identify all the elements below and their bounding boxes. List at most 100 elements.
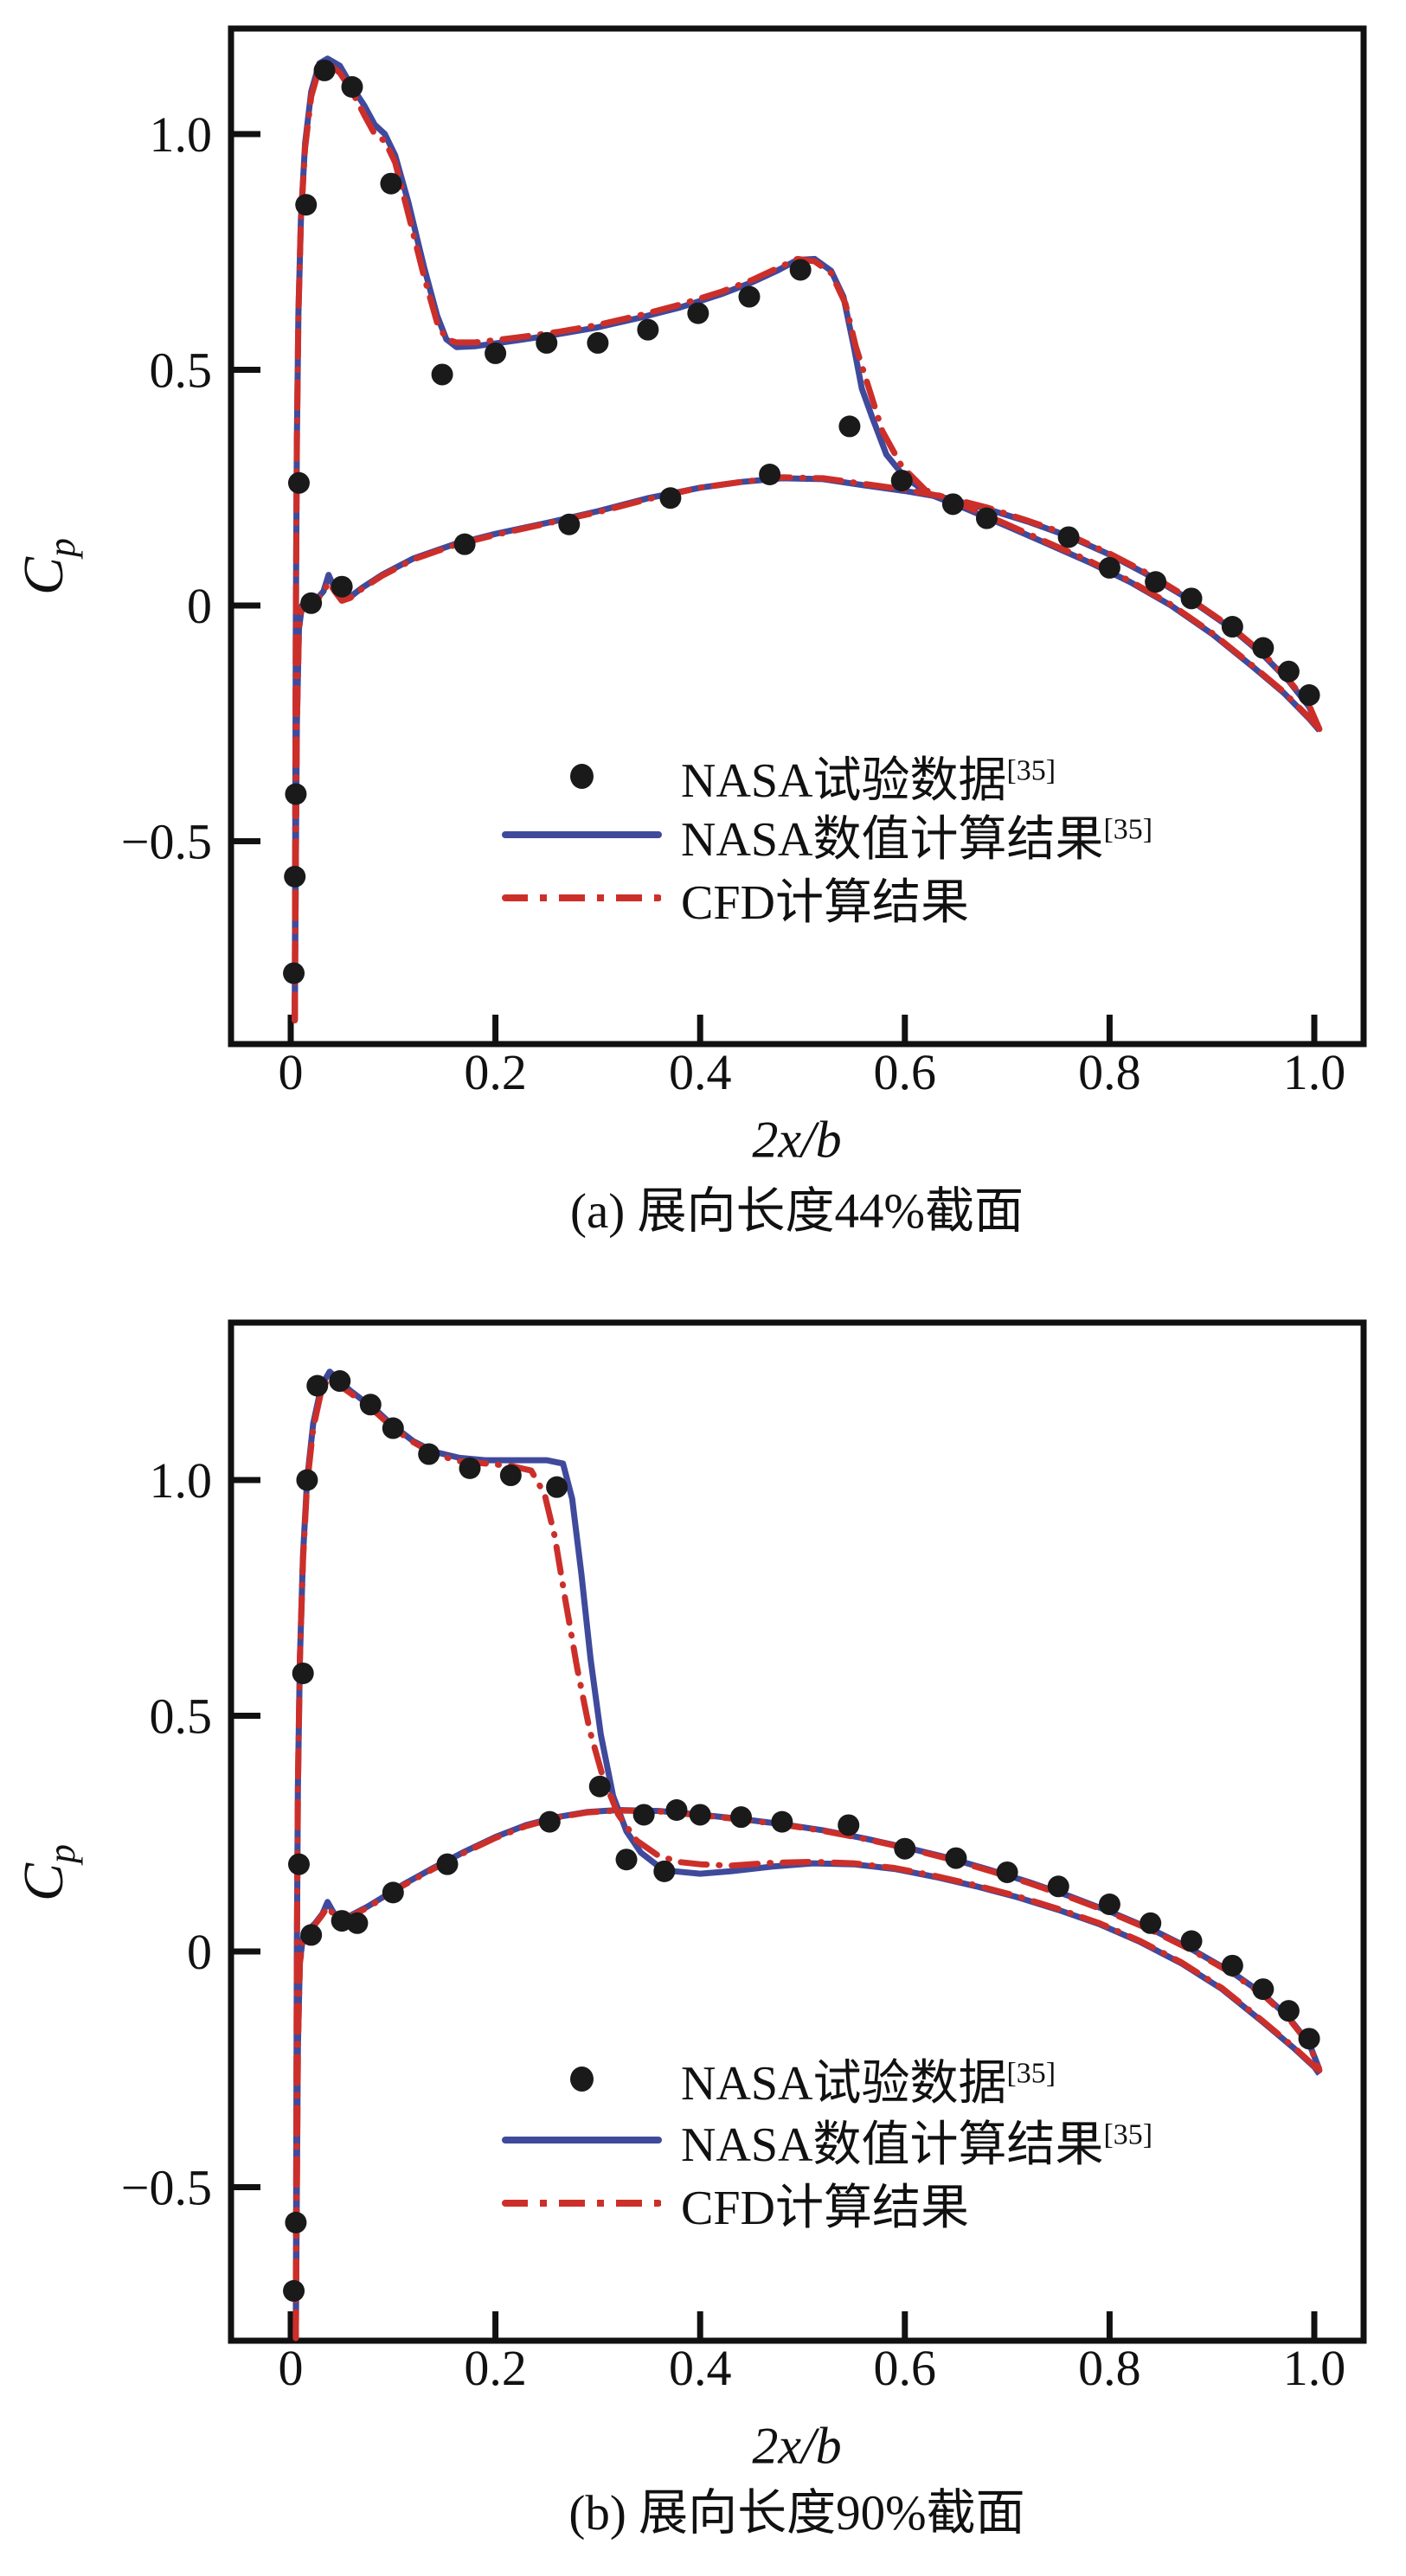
data-point-a [331, 575, 353, 598]
data-point-b [996, 1861, 1018, 1883]
cfd-dashdot-line-marker [502, 868, 662, 928]
data-point-a [838, 415, 861, 438]
data-point-b [588, 1775, 611, 1797]
data-point-b [292, 1662, 314, 1684]
plot-box-b [228, 1319, 1367, 2344]
x-tick-label-a: 0.2 [464, 1044, 527, 1100]
y-axis-label-a-main: C [11, 556, 75, 596]
data-point-a [687, 302, 709, 324]
cfd-dashdot-line-marker [502, 2173, 662, 2233]
data-point-b [615, 1849, 638, 1871]
data-point-a [283, 962, 305, 984]
data-point-b [300, 1924, 323, 1946]
data-point-a [1221, 616, 1243, 638]
data-point-b [382, 1417, 404, 1439]
data-point-b [287, 1853, 310, 1875]
y-tick-label-b: 0 [187, 1924, 212, 1980]
data-point-a [536, 331, 558, 354]
data-point-b [1140, 1912, 1162, 1934]
data-point-b [838, 1814, 860, 1836]
x-tick-label-a: 0.8 [1078, 1044, 1141, 1100]
experiment-dot-marker [502, 746, 662, 806]
legend-b-label-experiment: NASA试验数据[35] [681, 2056, 1056, 2111]
x-tick-label-b: 1.0 [1283, 2340, 1346, 2396]
legend-a-item-cfd-line: CFD计算结果 [502, 868, 969, 930]
cfd-curve-lower-b [292, 1807, 1323, 2342]
y-tick-label-a: −0.5 [121, 814, 212, 870]
legend-a-label-cfd-line: CFD计算结果 [681, 875, 969, 930]
data-point-a [1180, 587, 1203, 610]
legend-a-item-nasa-line: NASA数值计算结果[35] [502, 804, 1152, 867]
data-point-b [285, 2211, 307, 2233]
data-point-a [587, 331, 609, 354]
data-point-b [632, 1804, 655, 1826]
data-point-a [287, 471, 310, 494]
legend-a-label-nasa-line: NASA数值计算结果[35] [681, 812, 1153, 867]
x-axis-label-b: 2x/b [752, 2417, 842, 2475]
data-point-b [499, 1464, 522, 1487]
data-point-b [1180, 1930, 1203, 1952]
data-point-b [945, 1847, 967, 1869]
data-point-a [558, 513, 581, 535]
data-point-a [313, 59, 336, 81]
data-point-a [759, 463, 781, 485]
data-point-b [689, 1804, 711, 1826]
data-point-b [538, 1810, 561, 1833]
data-point-a [637, 318, 659, 341]
data-point-b [894, 1837, 916, 1860]
data-point-a [1057, 526, 1080, 548]
x-tick-label-b: 0.6 [874, 2340, 937, 2396]
data-point-a [975, 507, 998, 529]
data-point-b [1047, 1875, 1069, 1898]
data-point-b [653, 1860, 676, 1882]
caption-b: (b) 展向长度90%截面 [568, 2486, 1025, 2541]
x-tick-label-b: 0 [279, 2340, 304, 2396]
data-point-a [941, 493, 964, 516]
data-point-b [296, 1469, 318, 1491]
data-point-b [306, 1375, 329, 1397]
x-tick-label-b: 0.2 [464, 2340, 527, 2396]
data-point-a [341, 76, 363, 98]
x-tick-label-b: 0.4 [669, 2340, 732, 2396]
data-point-a [1252, 637, 1274, 659]
data-point-b [283, 2279, 305, 2302]
y-axis-label-a: Cp [11, 538, 84, 595]
y-tick-label-b: 1.0 [150, 1452, 213, 1509]
x-tick-label-a: 0.6 [874, 1044, 937, 1100]
legend-a-item-experiment: NASA试验数据[35] [502, 746, 1056, 808]
y-axis-label-b-main: C [11, 1862, 75, 1902]
y-tick-label-b: 0.5 [150, 1688, 213, 1745]
x-tick-label-a: 1.0 [1283, 1044, 1346, 1100]
data-point-a [485, 342, 507, 364]
data-point-a [1277, 660, 1300, 682]
cfd-curve-upper-b [292, 1373, 1323, 2342]
legend-b-label-cfd-line: CFD计算结果 [681, 2181, 969, 2235]
x-tick-label-a: 0 [279, 1044, 304, 1100]
legend-b-item-cfd-line: CFD计算结果 [502, 2173, 969, 2235]
data-point-a [431, 363, 453, 386]
data-point-a [295, 194, 318, 216]
y-tick-label-a: 0.5 [150, 343, 213, 399]
data-point-b [1298, 2028, 1320, 2050]
caption-a: (a) 展向长度44%截面 [570, 1184, 1024, 1239]
data-point-a [1298, 684, 1320, 707]
data-point-b [329, 1370, 351, 1393]
data-point-b [1221, 1954, 1243, 1977]
data-point-b [730, 1806, 753, 1829]
data-point-b [346, 1912, 369, 1934]
experiment-dot-marker [502, 2048, 662, 2109]
data-point-b [1252, 1978, 1274, 2001]
y-axis-label-a-sub: p [41, 537, 84, 557]
data-point-a [285, 783, 307, 805]
plot-box-a [228, 25, 1367, 1048]
data-point-b [1098, 1894, 1120, 1915]
data-point-a [890, 470, 913, 492]
data-point-b [382, 1881, 404, 1904]
data-point-a [659, 487, 682, 509]
data-point-a [1145, 571, 1167, 593]
data-point-a [1098, 556, 1120, 579]
data-point-a [284, 865, 306, 888]
data-point-b [459, 1457, 481, 1479]
